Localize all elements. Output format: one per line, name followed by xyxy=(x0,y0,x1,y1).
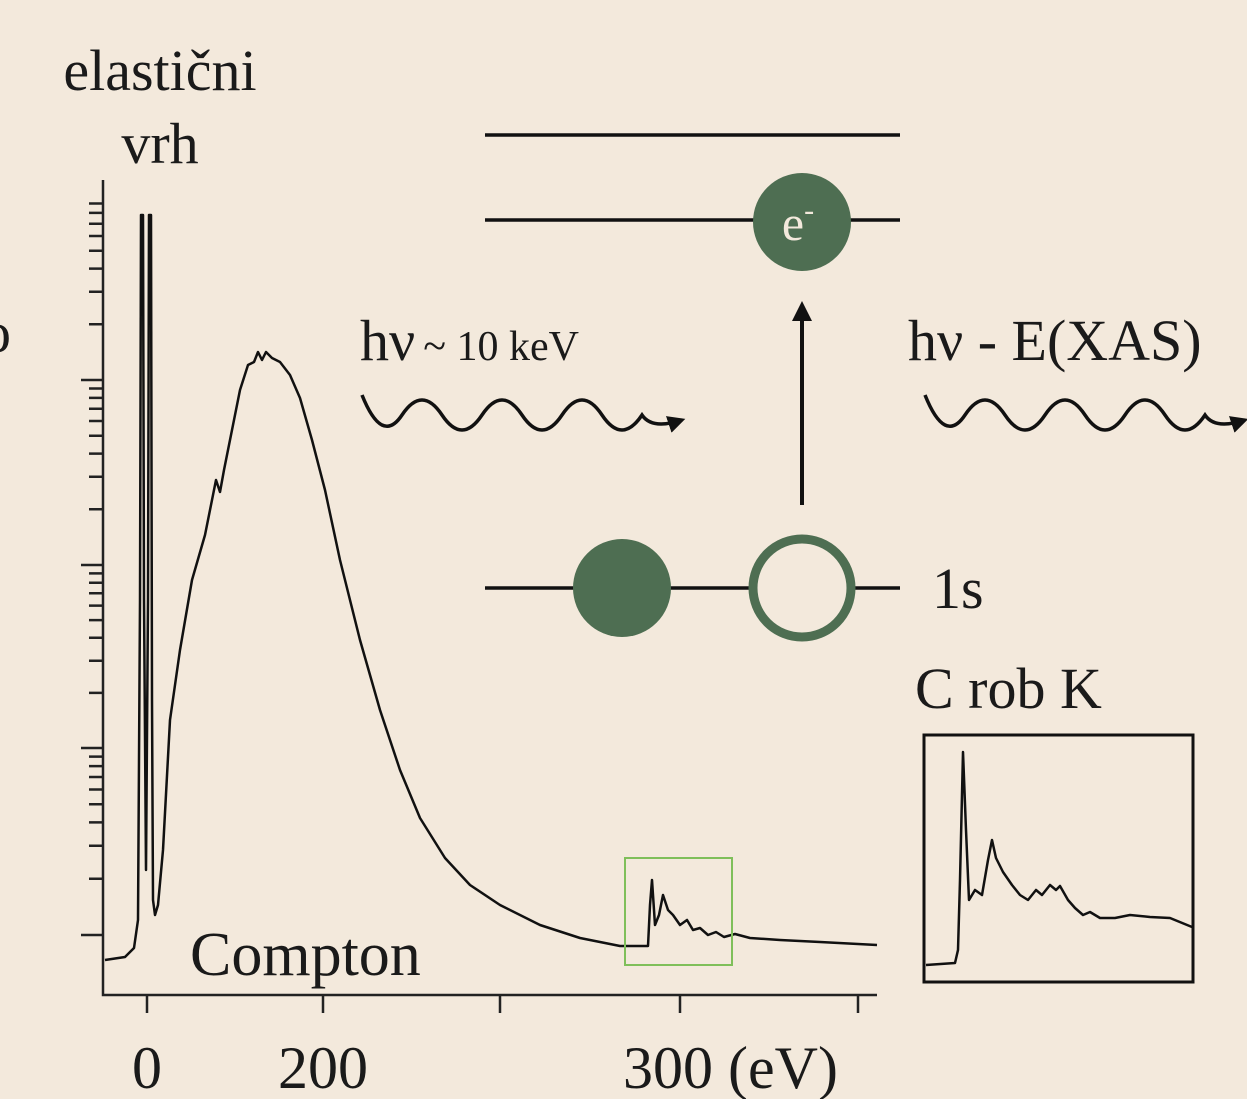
inset xyxy=(922,733,1195,984)
x-tick-label: 200 xyxy=(278,1035,368,1099)
x-tick-label: 300 (eV) xyxy=(623,1035,838,1099)
hole xyxy=(748,534,856,642)
zoom-box xyxy=(624,857,733,966)
spectrum xyxy=(104,213,878,962)
label: ~ 10 keV xyxy=(423,324,579,370)
photon xyxy=(360,394,686,433)
label: e- xyxy=(782,194,814,251)
label: elastični xyxy=(63,38,256,103)
label: C rob K xyxy=(915,656,1102,721)
label: hν ~ 10 keV xyxy=(360,308,579,373)
x-tick-label: 0 xyxy=(132,1035,162,1099)
inset-spectrum xyxy=(925,750,1193,967)
label: Compton xyxy=(190,921,421,989)
label: vrh xyxy=(121,111,198,176)
label: hν - E(XAS) xyxy=(908,308,1202,373)
label: 1s xyxy=(932,556,984,621)
photon xyxy=(923,394,1247,433)
label: o xyxy=(0,300,11,365)
electron xyxy=(753,173,851,271)
electron xyxy=(573,539,671,637)
label: hν xyxy=(360,308,415,373)
label: e xyxy=(782,195,804,251)
label: - xyxy=(804,194,814,227)
axes xyxy=(81,180,877,1013)
